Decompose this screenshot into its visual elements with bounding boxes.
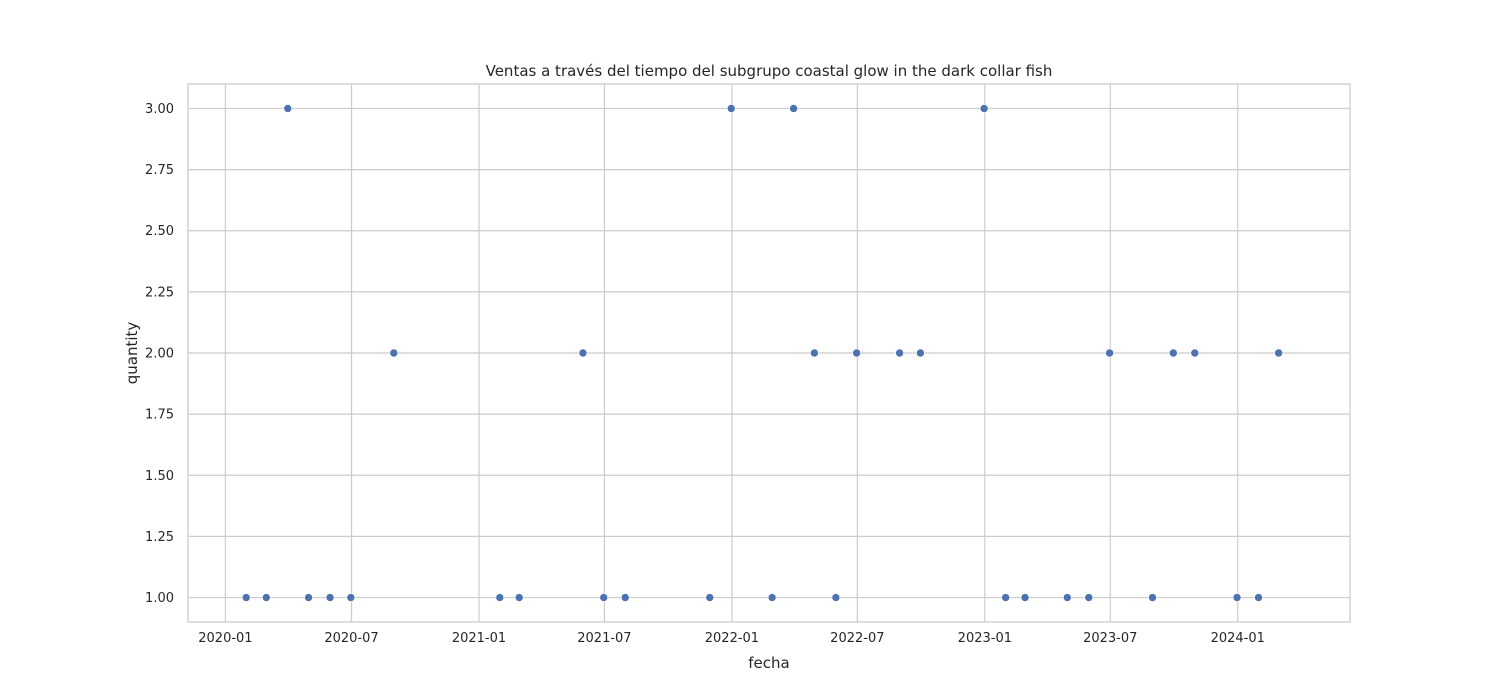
data-point <box>283 104 293 113</box>
y-tick-label: 1.00 <box>145 591 174 606</box>
y-tick-label: 1.50 <box>145 469 174 484</box>
data-point <box>1020 593 1030 602</box>
y-tick-label: 1.25 <box>145 530 174 545</box>
x-tick-label: 2020-01 <box>198 631 252 646</box>
data-point <box>916 348 925 358</box>
y-tick-label: 1.75 <box>145 408 174 423</box>
chart-title: Ventas a través del tiempo del subgrupo … <box>486 62 1053 80</box>
data-point <box>1105 348 1114 358</box>
data-point <box>726 104 736 113</box>
data-points <box>241 104 1283 602</box>
data-point <box>241 593 251 602</box>
data-point <box>389 348 399 358</box>
y-tick-label: 2.00 <box>145 347 174 362</box>
data-point <box>1190 348 1200 358</box>
y-tick-label: 3.00 <box>145 102 174 117</box>
x-tick-label: 2024-01 <box>1211 631 1265 646</box>
x-axis-label: fecha <box>748 654 789 672</box>
data-point <box>831 593 841 602</box>
data-point <box>325 593 335 602</box>
data-point <box>1232 593 1242 602</box>
data-point <box>1254 593 1263 602</box>
data-point <box>514 593 524 602</box>
data-point <box>620 593 630 602</box>
data-point <box>1084 593 1094 602</box>
data-point <box>979 104 989 113</box>
x-tick-label: 2022-01 <box>705 631 759 646</box>
data-point <box>895 348 904 358</box>
y-tick-label: 2.25 <box>145 285 174 300</box>
data-point <box>810 348 819 358</box>
data-point <box>1062 593 1072 602</box>
data-point <box>767 593 777 602</box>
data-point <box>1001 593 1010 602</box>
data-point <box>705 593 715 602</box>
y-tick-label: 2.50 <box>145 224 174 239</box>
data-point <box>495 593 505 602</box>
data-point <box>1274 348 1283 358</box>
y-tick-label: 2.75 <box>145 163 174 178</box>
x-tick-labels: 2020-01 2020-07 2021-01 2021-07 2022-01 2022-… <box>198 631 1265 646</box>
x-tick-label: 2023-01 <box>958 631 1012 646</box>
data-point <box>261 593 271 602</box>
data-point <box>852 348 861 358</box>
plot-frame <box>187 83 1351 623</box>
x-tick-label: 2023-07 <box>1083 631 1137 646</box>
y-axis-label: quantity <box>123 322 141 385</box>
x-tick-label: 2020-07 <box>324 631 378 646</box>
data-point <box>346 593 356 602</box>
y-tick-labels: 1.00 1.25 1.50 1.75 2.00 2.25 2.50 2.75 3.00 <box>145 102 174 606</box>
data-point <box>1148 593 1157 602</box>
data-point <box>599 593 609 602</box>
data-point <box>1169 348 1178 358</box>
x-tick-label: 2021-01 <box>452 631 506 646</box>
data-point <box>789 104 798 113</box>
data-point <box>304 593 313 602</box>
x-tick-label: 2022-07 <box>830 631 884 646</box>
data-point <box>578 348 588 358</box>
x-tick-label: 2021-07 <box>577 631 631 646</box>
